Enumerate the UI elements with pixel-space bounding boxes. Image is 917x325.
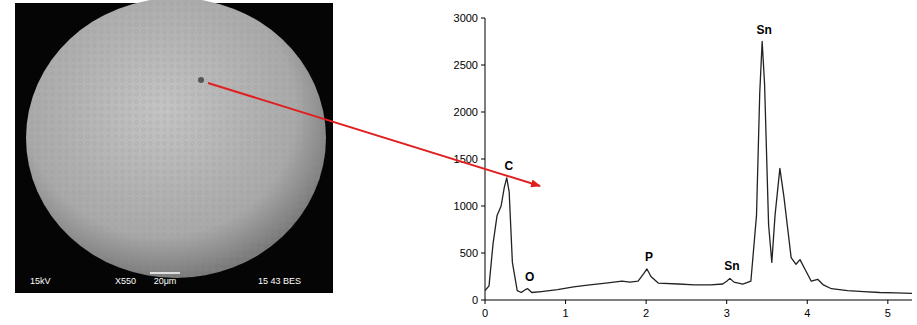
sem-info: 15 43 BES	[258, 276, 301, 286]
y-tick-label: 1000	[454, 200, 478, 212]
y-tick-label: 0	[472, 294, 478, 306]
y-tick-label: 3000	[454, 12, 478, 24]
defect-spot	[198, 77, 204, 83]
x-axis	[485, 300, 912, 301]
y-tick	[481, 18, 485, 19]
x-tick	[807, 300, 808, 304]
scale-bar	[150, 272, 180, 274]
plot-area	[485, 42, 912, 294]
x-tick-label: 1	[563, 307, 569, 319]
x-tick-label: 2	[643, 307, 649, 319]
y-tick-label: 2000	[454, 106, 478, 118]
x-tick-label: 0	[482, 307, 488, 319]
y-tick-label: 2500	[454, 59, 478, 71]
peak-label: O	[525, 270, 534, 284]
y-tick	[481, 112, 485, 113]
y-tick	[481, 253, 485, 254]
x-tick	[646, 300, 647, 304]
spectrum-line	[485, 42, 912, 294]
sem-scale-label: 20μm	[154, 276, 177, 286]
sphere	[26, 0, 326, 278]
sem-voltage: 15kV	[30, 276, 51, 286]
sphere-texture	[26, 0, 326, 278]
chart: 050010001500200025003000012345COPSnSn	[454, 12, 912, 319]
sem-magnification: X550	[115, 276, 136, 286]
sem-image: 15kV X550 20μm 15 43 BES	[15, 0, 333, 293]
y-tick	[481, 159, 485, 160]
peak-label: Sn	[724, 259, 739, 273]
x-tick	[726, 300, 727, 304]
peak-label: C	[504, 159, 513, 173]
y-tick	[481, 206, 485, 207]
peak-label: P	[645, 250, 653, 264]
peak-label: Sn	[756, 23, 771, 37]
x-tick	[887, 300, 888, 304]
x-tick	[565, 300, 566, 304]
x-tick	[485, 300, 486, 304]
x-tick-label: 5	[885, 307, 891, 319]
pointer-arrow	[208, 83, 540, 186]
x-tick-label: 4	[804, 307, 810, 319]
y-tick-label: 500	[460, 247, 478, 259]
y-tick	[481, 300, 485, 301]
x-tick-label: 3	[724, 307, 730, 319]
y-tick	[481, 65, 485, 66]
